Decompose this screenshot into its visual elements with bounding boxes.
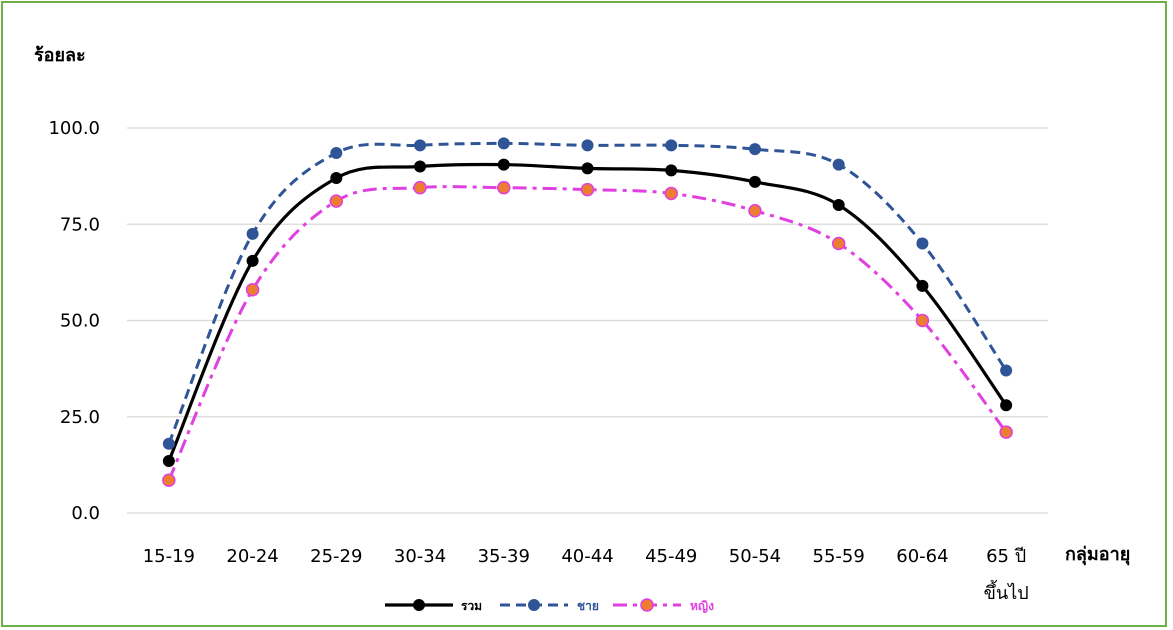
x-tick-label: 35-39 xyxy=(478,546,530,567)
x-axis-title: กลุ่มอายุ xyxy=(1065,544,1130,566)
data-point xyxy=(748,204,762,218)
data-point xyxy=(1000,399,1013,412)
legend-marker xyxy=(640,598,654,612)
x-tick-label: 50-54 xyxy=(729,546,781,567)
data-point xyxy=(246,254,259,267)
data-point xyxy=(580,182,595,197)
data-point xyxy=(665,139,678,152)
data-point xyxy=(162,473,176,488)
x-tick-label: 60-64 xyxy=(896,546,948,567)
data-point xyxy=(664,186,678,201)
data-point xyxy=(414,139,427,152)
series-1 xyxy=(162,158,1013,468)
data-point xyxy=(832,199,845,211)
x-tick-label: 25-29 xyxy=(310,546,362,567)
data-point xyxy=(245,282,260,297)
x-tick-label: 40-44 xyxy=(561,546,613,567)
y-tick-label: 50.0 xyxy=(60,311,100,332)
data-point xyxy=(330,172,343,185)
series-2 xyxy=(162,137,1013,450)
legend-item: ชาย xyxy=(500,599,599,613)
data-point xyxy=(162,455,175,468)
series-line xyxy=(167,185,1008,481)
series-3 xyxy=(162,180,1013,488)
data-point xyxy=(497,158,510,171)
data-point xyxy=(748,175,761,188)
data-point xyxy=(413,180,427,195)
data-point xyxy=(330,147,343,160)
data-point xyxy=(581,139,594,152)
legend-item: รวม xyxy=(385,599,482,613)
y-tick-labels: 0.0 25.0 50.0 75.0 100.0 xyxy=(48,118,100,524)
data-point xyxy=(748,143,761,156)
data-point xyxy=(329,194,344,208)
legend-marker xyxy=(528,599,540,611)
data-point xyxy=(832,158,845,171)
legend-label: รวม xyxy=(461,599,482,613)
data-point xyxy=(665,164,678,177)
y-tick-label: 25.0 xyxy=(60,407,100,428)
data-point xyxy=(246,227,259,240)
data-point xyxy=(1000,364,1013,377)
series-group xyxy=(162,137,1013,488)
data-point xyxy=(916,279,929,292)
x-tick-label: 15-19 xyxy=(143,546,195,567)
data-point xyxy=(581,162,594,175)
legend: รวม ชาย หญิง xyxy=(385,598,714,613)
data-point xyxy=(497,137,510,150)
x-tick-labels: 15-19 20-24 25-29 30-34 35-39 40-44 45-49 50-54… xyxy=(143,546,1029,604)
legend-item: หญิง xyxy=(613,598,714,613)
x-tick-label: 20-24 xyxy=(226,546,278,567)
legend-marker xyxy=(413,599,425,611)
x-tick-label: 55-59 xyxy=(813,546,865,567)
data-point xyxy=(414,160,427,173)
y-tick-label: 100.0 xyxy=(48,118,100,139)
y-tick-label: 75.0 xyxy=(60,214,100,235)
legend-label: ชาย xyxy=(577,599,599,613)
data-point xyxy=(916,237,929,250)
y-tick-label: 0.0 xyxy=(71,503,100,524)
gridlines xyxy=(127,127,1048,514)
data-point xyxy=(497,180,511,195)
data-point xyxy=(831,236,846,251)
legend-label: หญิง xyxy=(690,599,714,613)
data-point xyxy=(162,437,175,450)
x-tick-label: 65 ปีขึ้นไป xyxy=(984,546,1029,604)
data-point xyxy=(999,425,1013,439)
x-tick-label: 30-34 xyxy=(394,546,446,567)
y-axis-title: ร้อยละ xyxy=(34,45,86,66)
data-point xyxy=(915,313,930,328)
x-tick-label: 45-49 xyxy=(645,546,697,567)
